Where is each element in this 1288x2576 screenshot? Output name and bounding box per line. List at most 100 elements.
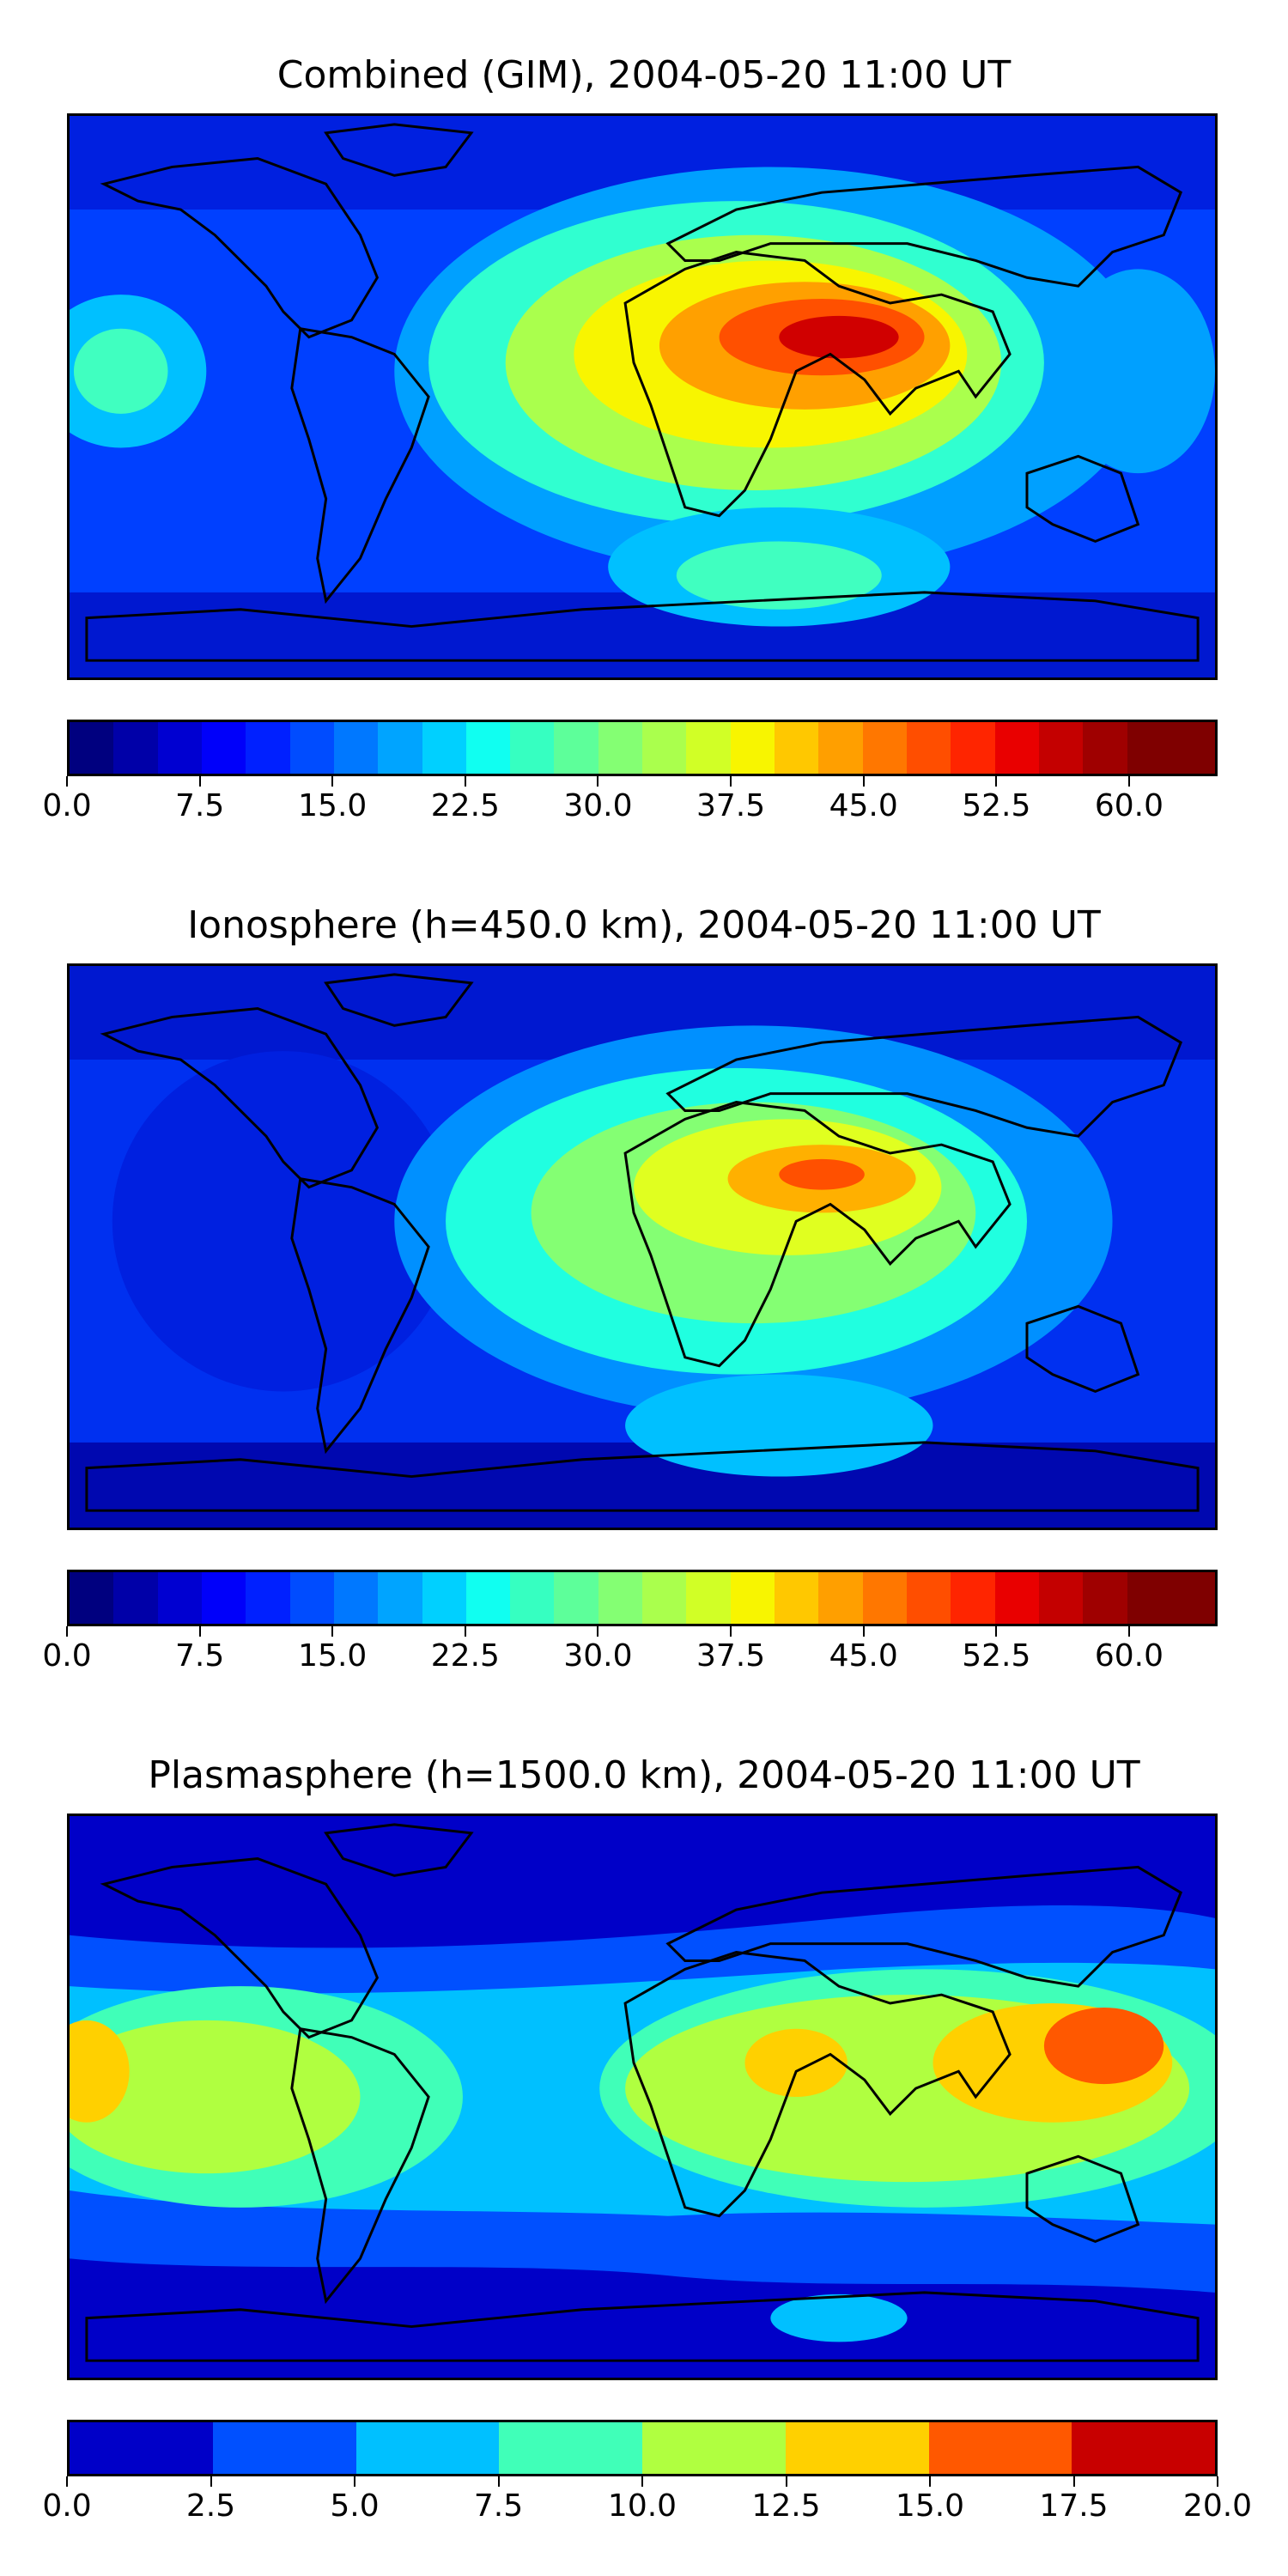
colorbar-tick-label: 5.0 [330, 2488, 380, 2524]
colorbar-segment [1127, 722, 1171, 774]
colorbar-segment [1170, 722, 1216, 774]
colorbar-tick [1127, 776, 1130, 787]
colorbar-segment [928, 2422, 1072, 2474]
colorbar-segment [289, 1572, 334, 1624]
colorbar-tick [1072, 2476, 1075, 2487]
colorbar-tick-label: 37.5 [696, 788, 766, 823]
colorbar-tick-label: 52.5 [962, 1638, 1031, 1674]
colorbar-segment [510, 1572, 555, 1624]
colorbar-segment [730, 1572, 775, 1624]
colorbar-segment [862, 1572, 907, 1624]
colorbar-segment [951, 1572, 995, 1624]
colorbar-segment [422, 1572, 466, 1624]
colorbar-tick-label: 30.0 [563, 1638, 633, 1674]
colorbar-segment [642, 722, 687, 774]
colorbar-tick-label: 45.0 [829, 788, 898, 823]
colorbar-segment [378, 1572, 422, 1624]
colorbar-segment [862, 722, 907, 774]
colorbar-tick [1127, 1626, 1130, 1637]
colorbar-tick-label: 22.5 [430, 788, 500, 823]
colorbar-segment [246, 1572, 290, 1624]
colorbar-segment [554, 1572, 598, 1624]
colorbar-tick [66, 776, 68, 787]
colorbar-segment [510, 722, 555, 774]
map-plasmasphere-svg [70, 1816, 1215, 2378]
colorbar-tick [730, 776, 732, 787]
panel-title-plasmasphere: Plasmasphere (h=1500.0 km), 2004-05-20 1… [148, 1753, 1140, 1797]
colorbar-segment [775, 1572, 819, 1624]
colorbar-tick-label: 20.0 [1182, 2488, 1253, 2524]
colorbar-segment [818, 1572, 863, 1624]
colorbar-tick-label: 12.5 [751, 2488, 821, 2524]
colorbar-tick [354, 2476, 355, 2487]
colorbar-tick [331, 776, 334, 787]
colorbar-segment [1038, 1572, 1084, 1624]
colorbar-tick [198, 1626, 201, 1637]
colorbar-segment [686, 722, 731, 774]
colorbar-tick [995, 1626, 998, 1637]
colorbar-segment [1127, 1572, 1171, 1624]
colorbar-segment [1083, 722, 1127, 774]
panel-title-ionosphere: Ionosphere (h=450.0 km), 2004-05-20 11:0… [187, 903, 1101, 947]
colorbar-tick [862, 1626, 865, 1637]
colorbar-segment [70, 1572, 114, 1624]
colorbar-tick-label: 2.5 [185, 2488, 236, 2524]
colorbar-segment [1170, 1572, 1216, 1624]
colorbar-tick [198, 776, 201, 787]
colorbar-tick [730, 1626, 732, 1637]
colorbar-segment [378, 722, 422, 774]
colorbar-tick [785, 2476, 787, 2487]
colorbar-segment [212, 2422, 356, 2474]
colorbar-segment [598, 722, 643, 774]
colorbar-segment [730, 722, 775, 774]
colorbar-segment [246, 722, 290, 774]
colorbar-segment [465, 722, 511, 774]
colorbar-tick-label: 15.0 [895, 2488, 965, 2524]
map-combined-svg [70, 116, 1215, 677]
colorbar-tick-label: 0.0 [42, 788, 92, 823]
colorbar-ticks-ionosphere: 0.0 7.5 15.0 22.5 30.0 37.5 45.0 52.5 60.0 [42, 1626, 1218, 1678]
colorbar-segment [113, 1572, 158, 1624]
map-plasmasphere [67, 1814, 1218, 2380]
colorbar-tick-label: 60.0 [1094, 788, 1163, 823]
colorbar-segment [499, 2422, 642, 2474]
colorbar-segment [422, 722, 466, 774]
colorbar-segment [113, 722, 158, 774]
colorbar-combined [67, 720, 1218, 776]
colorbar-tick [597, 776, 599, 787]
colorbar-segment [642, 2422, 786, 2474]
colorbar-segment [289, 722, 334, 774]
colorbar-plasmasphere [67, 2420, 1218, 2476]
colorbar-segment [157, 1572, 202, 1624]
map-ionosphere [67, 963, 1218, 1530]
colorbar-segment [1038, 722, 1084, 774]
colorbar-segment [785, 2422, 929, 2474]
colorbar-segment [355, 2422, 500, 2474]
colorbar-tick [210, 2476, 212, 2487]
colorbar-segment [333, 1572, 379, 1624]
colorbar-tick-label: 0.0 [42, 2488, 92, 2524]
colorbar-segment [994, 722, 1039, 774]
colorbar-tick-label: 7.5 [473, 2488, 524, 2524]
colorbar-tick [862, 776, 865, 787]
colorbar-tick-label: 52.5 [962, 788, 1031, 823]
colorbar-tick-label: 7.5 [174, 1638, 225, 1674]
colorbar-tick-label: 15.0 [298, 1638, 368, 1674]
colorbar-tick [464, 776, 466, 787]
panel-title-combined: Combined (GIM), 2004-05-20 11:00 UT [276, 53, 1012, 97]
colorbar-tick-label: 37.5 [696, 1638, 766, 1674]
colorbar-tick-label: 0.0 [42, 1638, 92, 1674]
colorbar-segment [906, 722, 951, 774]
colorbar-tick-label: 17.5 [1039, 2488, 1109, 2524]
colorbar-segment [598, 1572, 643, 1624]
colorbar-segment [70, 2422, 213, 2474]
map-ionosphere-svg [70, 966, 1215, 1528]
colorbar-segment [951, 722, 995, 774]
colorbar-tick-label: 10.0 [607, 2488, 677, 2524]
colorbar-tick [497, 2476, 500, 2487]
colorbar-segment [994, 1572, 1039, 1624]
colorbar-tick-label: 30.0 [563, 788, 633, 823]
colorbar-tick [597, 1626, 599, 1637]
colorbar-segment [775, 722, 819, 774]
colorbar-segment [201, 1572, 246, 1624]
